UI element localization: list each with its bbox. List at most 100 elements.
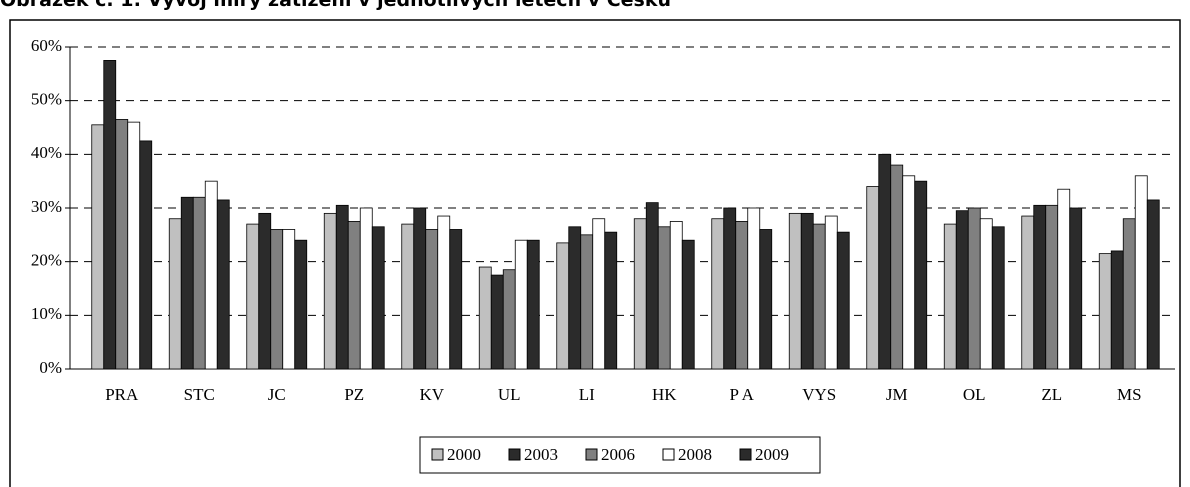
bar (669, 221, 683, 370)
bar (294, 239, 308, 370)
bar (282, 229, 296, 370)
legend-box (419, 436, 821, 474)
bar (991, 226, 1005, 370)
bar (902, 175, 916, 370)
bar (413, 207, 427, 370)
bar (1069, 207, 1083, 370)
legend-label: 2009 (755, 445, 789, 464)
bar (967, 207, 981, 370)
bar (127, 121, 141, 370)
bar (1045, 204, 1059, 370)
bar (246, 223, 260, 370)
legend-swatch (431, 448, 444, 461)
bar (747, 207, 761, 370)
legend-label: 2008 (678, 445, 712, 464)
y-tick-label: 10% (31, 304, 62, 323)
x-tick-label: STC (184, 385, 215, 404)
bar (604, 231, 618, 370)
chart-title: Obrázek č. 1: Vývoj míry zatížení v jedn… (0, 0, 671, 11)
bar (711, 218, 725, 370)
bar (979, 218, 993, 370)
bar (514, 239, 528, 370)
legend-swatch (739, 448, 752, 461)
y-tick-label: 0% (39, 358, 62, 377)
bar (1057, 188, 1071, 370)
bar (866, 186, 880, 370)
bar (645, 202, 659, 370)
bar (323, 212, 337, 370)
bar (788, 212, 802, 370)
bar (502, 269, 516, 370)
bar (580, 234, 594, 370)
bar (371, 226, 385, 370)
bar (681, 239, 695, 370)
bar (270, 229, 284, 370)
bar (657, 226, 671, 370)
y-tick-label: 20% (31, 251, 62, 270)
bar (1122, 218, 1136, 370)
bar (425, 229, 439, 370)
x-tick-label: P A (730, 385, 755, 404)
frame (9, 19, 1181, 487)
bar (824, 215, 838, 370)
legend-label: 2000 (447, 445, 481, 464)
x-tick-label: OL (963, 385, 986, 404)
bar (526, 239, 540, 370)
bar (568, 226, 582, 370)
bar (139, 140, 153, 370)
bar (723, 207, 737, 370)
legend-swatch (508, 448, 521, 461)
bar (103, 60, 117, 370)
bar (1110, 250, 1124, 370)
bar (490, 274, 504, 370)
bar (437, 215, 451, 370)
x-tick-label: MS (1117, 385, 1142, 404)
x-tick-label: JC (268, 385, 286, 404)
bar (335, 204, 349, 370)
bar (1146, 199, 1160, 370)
bar (878, 153, 892, 370)
y-tick-label: 50% (31, 90, 62, 109)
y-tick-label: 60% (31, 36, 62, 55)
bar (812, 223, 826, 370)
bar (401, 223, 415, 370)
bar (633, 218, 647, 370)
bar (592, 218, 606, 370)
bar (759, 229, 773, 370)
bar (1134, 175, 1148, 370)
bar (1021, 215, 1035, 370)
x-tick-label: LI (579, 385, 595, 404)
bar (478, 266, 492, 370)
bar (836, 231, 850, 370)
legend-swatch (585, 448, 598, 461)
bar (800, 212, 814, 370)
x-tick-label: KV (419, 385, 444, 404)
bar (1033, 204, 1047, 370)
x-tick-label: UL (498, 385, 521, 404)
bar (91, 124, 105, 370)
bar (914, 180, 928, 370)
legend-label: 2006 (601, 445, 635, 464)
bar (943, 223, 957, 370)
bar (955, 210, 969, 370)
bar (1098, 253, 1112, 370)
bar (115, 119, 129, 370)
bar (216, 199, 230, 370)
bar (168, 218, 182, 370)
bar (192, 196, 206, 370)
legend-swatch (662, 448, 675, 461)
bar (890, 164, 904, 370)
bar (556, 242, 570, 370)
x-tick-label: VYS (802, 385, 836, 404)
bar (735, 221, 749, 370)
bar (204, 180, 218, 370)
x-tick-label: PRA (105, 385, 139, 404)
x-tick-label: PZ (344, 385, 364, 404)
y-tick-label: 30% (31, 197, 62, 216)
bar (449, 229, 463, 370)
bar (347, 221, 361, 370)
y-tick-label: 40% (31, 143, 62, 162)
bar (180, 196, 194, 370)
